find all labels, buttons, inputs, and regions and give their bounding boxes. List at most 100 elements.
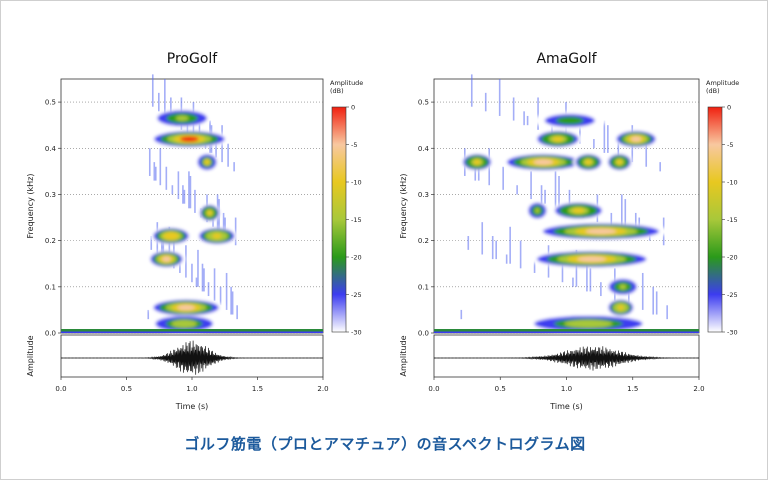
streak [481,222,484,255]
streak [537,97,539,130]
spectral-blob [552,136,564,142]
streak [624,199,627,232]
spectral-blob [617,304,625,311]
spectral-blob [616,159,623,165]
colorbar [331,106,347,333]
colorbar-tick-label: 0 [351,104,355,112]
spectral-blob [619,284,627,290]
streak [641,272,644,310]
colorbar-tick-label: -5 [351,141,357,149]
streak [505,254,508,264]
x-axis-label: Time (s) [549,402,583,411]
streak [603,120,606,153]
spectral-blob [212,233,222,239]
y-tick-label: 0.2 [45,237,56,245]
streak [179,259,181,273]
streak [470,74,473,107]
streak [512,97,515,121]
streak [607,125,609,153]
x-tick-label: 1.5 [627,385,638,393]
colorbar-tick-label: -10 [727,179,738,187]
colorbar-label: (dB) [706,87,720,95]
spectral-blob [204,159,210,165]
waveform-y-axis-label: Amplitude [399,335,408,376]
panel-progolf: ProGolf 0.0 0.1 0.2 0.3 0.4 0.5 Frequency (kHz)… [26,51,363,411]
streak [183,189,186,204]
streak [219,286,222,306]
streak [207,282,210,297]
spectral-blob [585,159,592,165]
streak [158,92,160,112]
streak [236,305,238,320]
spectral-blob [207,210,213,216]
y-tick-label: 0.3 [45,191,56,199]
colorbar-label: Amplitude [330,79,363,87]
baseline-band [61,329,323,332]
streak [568,189,571,213]
colorbar-tick-label: -25 [727,291,738,299]
colorbar-label: Amplitude [706,79,739,87]
streak [195,277,198,287]
streak [177,171,180,200]
streak [191,263,193,283]
spectral-blob [166,233,176,239]
spectrogram-streaks [460,74,668,320]
spectral-blob [175,115,189,121]
streak [460,309,463,320]
streak [153,162,156,181]
streak [233,162,235,172]
streak [509,226,511,264]
streak [185,245,187,278]
waveform-trace [434,346,699,371]
spectral-blob [533,159,553,165]
spectrogram-blobs [147,109,238,333]
streak [589,268,592,292]
y-tick-label: 0.0 [418,330,429,338]
streak [575,249,578,287]
figure-caption: ゴルフ筋電（プロとアマチュア）の音スペクトログラム図 [184,435,586,453]
chart-title: ProGolf [167,51,219,67]
colorbar-tick-label: -20 [351,254,362,262]
streak [164,79,166,116]
streak [561,263,564,283]
streak [593,139,595,149]
x-tick-label: 1.5 [252,385,263,393]
streak [558,175,560,209]
streak [579,120,581,144]
spectral-blob [177,304,195,311]
x-tick-label: 0.5 [495,385,506,393]
colorbar-tick-label: -15 [351,216,362,224]
colorbar-tick-label: -30 [351,329,362,337]
streak [148,148,151,176]
x-axis-label: Time (s) [175,402,209,411]
streak [586,263,588,292]
streak [170,97,172,121]
streak [526,115,529,126]
y-axis-label: Frequency (kHz) [399,174,408,239]
streak [151,74,154,107]
colorbar-tick-label: -10 [351,179,362,187]
streak [484,92,487,112]
colorbar-tick-label: -25 [351,291,362,299]
spectrogram-blobs [460,111,670,333]
waveform-trace [61,340,323,375]
streak [194,189,196,213]
streak [227,143,229,167]
streak [467,236,470,250]
streak [231,291,234,315]
y-tick-label: 0.1 [418,283,429,291]
streak [600,282,602,297]
x-tick-label: 2.0 [693,385,704,393]
spectral-blob [176,321,192,327]
waveform-y-axis-label: Amplitude [26,335,35,376]
spectral-blob [574,321,603,327]
colorbar-tick-label: -15 [727,216,738,224]
streak [224,217,226,237]
streak [554,171,557,209]
streak [165,166,168,190]
streak [203,268,205,292]
streak [225,272,228,310]
y-tick-label: 0.4 [45,145,57,153]
y-tick-label: 0.3 [418,191,429,199]
streak [197,249,199,287]
